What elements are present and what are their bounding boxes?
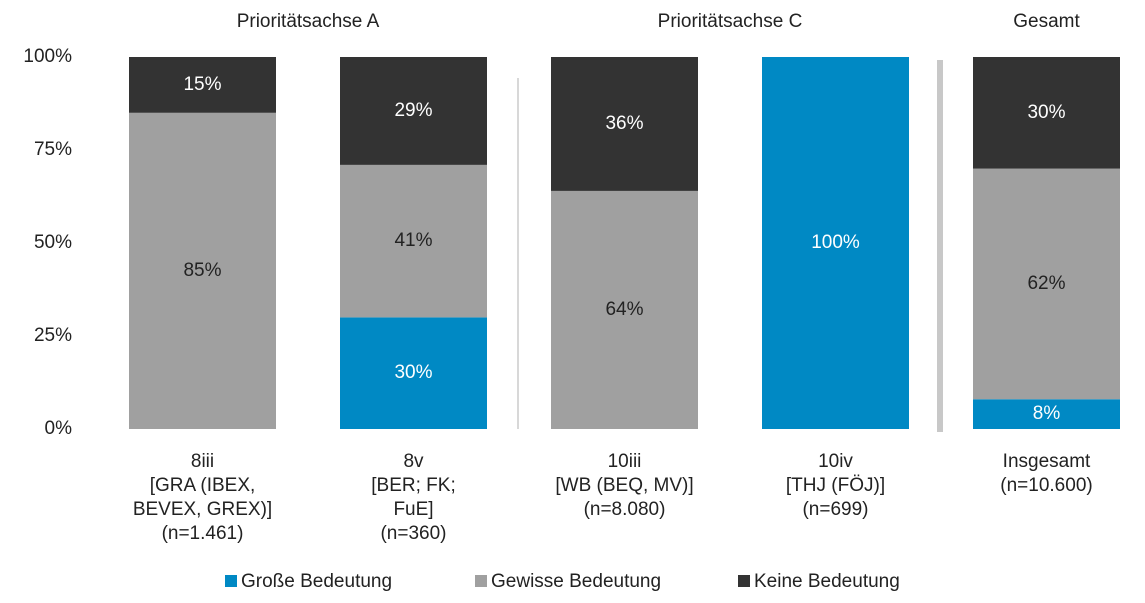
legend-label: Große Bedeutung <box>241 571 392 592</box>
data-label: 41% <box>394 230 432 251</box>
x-tick-label: 8v <box>403 451 424 472</box>
y-tick-label: 75% <box>34 139 72 160</box>
data-label: 30% <box>394 362 432 383</box>
data-label: 29% <box>394 100 432 121</box>
x-tick-label: (n=10.600) <box>1000 475 1092 496</box>
group-label: Prioritätsachse A <box>237 11 380 32</box>
y-tick-label: 50% <box>34 232 72 253</box>
group-label: Prioritätsachse C <box>658 11 803 32</box>
x-tick-label: [WB (BEQ, MV)] <box>555 475 693 496</box>
bar-segment <box>340 317 487 429</box>
legend-swatch <box>475 575 487 587</box>
x-tick-label: (n=699) <box>802 499 868 520</box>
bar-segment <box>973 399 1120 429</box>
bar-segment <box>973 57 1120 169</box>
y-tick-label: 100% <box>23 46 72 67</box>
legend-swatch <box>225 575 237 587</box>
bar-segment <box>340 57 487 165</box>
legend-label: Gewisse Bedeutung <box>491 571 661 592</box>
y-tick-label: 0% <box>45 418 73 439</box>
data-label: 62% <box>1027 273 1065 294</box>
legend-label: Keine Bedeutung <box>754 571 900 592</box>
bar-segment <box>129 57 276 113</box>
data-label: 8% <box>1033 403 1061 424</box>
x-tick-label: Insgesamt <box>1003 451 1091 472</box>
bar-segment <box>551 57 698 191</box>
y-tick-label: 25% <box>34 325 72 346</box>
x-tick-label: FuE] <box>393 499 433 520</box>
data-label: 85% <box>183 260 221 281</box>
legend-swatch <box>738 575 750 587</box>
x-tick-label: (n=360) <box>380 523 446 544</box>
data-label: 100% <box>811 232 860 253</box>
bar-segment <box>129 112 276 430</box>
data-label: 15% <box>183 74 221 95</box>
data-label: 30% <box>1027 102 1065 123</box>
bar-segment <box>340 164 487 318</box>
x-tick-label: (n=1.461) <box>162 523 244 544</box>
x-tick-label: [GRA (IBEX, <box>150 475 256 496</box>
group-label: Gesamt <box>1013 11 1080 32</box>
x-tick-label: 8iii <box>191 451 214 472</box>
x-tick-label: BEVEX, GREX)] <box>133 499 272 520</box>
data-label: 36% <box>605 113 643 134</box>
x-tick-label: (n=8.080) <box>584 499 666 520</box>
bar-segment <box>762 57 909 429</box>
x-tick-label: [BER; FK; <box>371 475 455 496</box>
x-tick-label: [THJ (FÖJ)] <box>786 475 885 496</box>
x-tick-label: 10iv <box>818 451 853 472</box>
bar-segment <box>973 168 1120 400</box>
data-label: 64% <box>605 299 643 320</box>
x-tick-label: 10iii <box>608 451 642 472</box>
bar-segment <box>551 190 698 429</box>
